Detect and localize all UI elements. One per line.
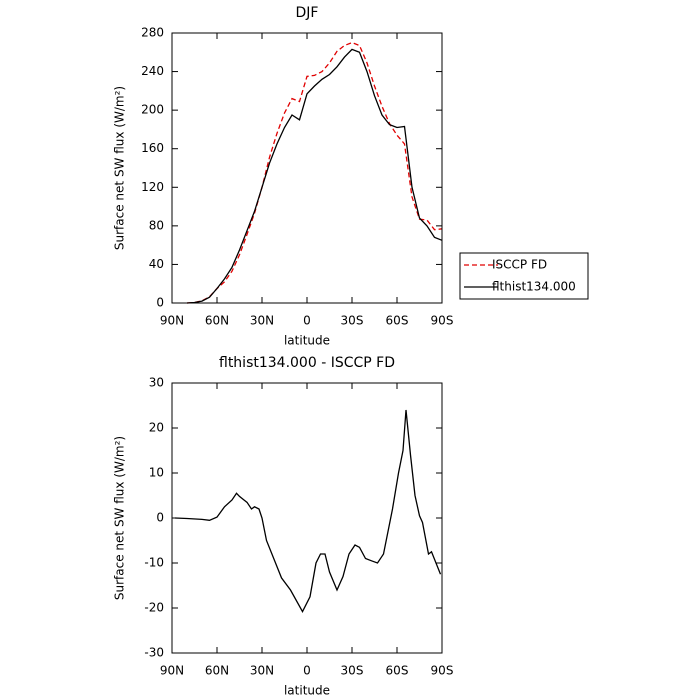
x-tick-label: 0 <box>303 664 311 678</box>
y-tick-label: 80 <box>149 218 164 232</box>
y-tick-label: 10 <box>149 466 164 480</box>
data-line <box>174 409 442 613</box>
data-line <box>186 48 443 304</box>
x-tick-label: 90S <box>431 314 454 328</box>
plot-frame <box>171 32 443 304</box>
y-tick-label: -30 <box>144 646 164 660</box>
x-tick-label: 60N <box>205 664 229 678</box>
x-tick-label: 60S <box>386 664 409 678</box>
y-tick-label: 120 <box>141 180 164 194</box>
x-tick-label: 30S <box>341 664 364 678</box>
y-tick-label: 30 <box>149 376 164 390</box>
x-axis-label: latitude <box>284 684 330 698</box>
data-line <box>186 41 443 304</box>
y-axis-label: Surface net SW flux (W/m²) <box>113 436 127 600</box>
x-tick-label: 0 <box>303 314 311 328</box>
chart-title: DJF <box>296 5 319 21</box>
x-tick-label: 30N <box>250 314 274 328</box>
x-tick-label: 60N <box>205 314 229 328</box>
y-tick-label: 280 <box>141 26 164 40</box>
y-tick-label: 20 <box>149 421 164 435</box>
y-tick-label: 0 <box>156 296 164 310</box>
y-axis-label: Surface net SW flux (W/m²) <box>113 86 127 250</box>
x-tick-label: 60S <box>386 314 409 328</box>
legend-label: ISCCP FD <box>492 258 547 272</box>
legend-label: flthist134.000 <box>492 280 576 294</box>
legend-box <box>459 252 589 300</box>
x-tick-label: 30S <box>341 314 364 328</box>
y-tick-label: -20 <box>144 601 164 615</box>
chart-title: flthist134.000 - ISCCP FD <box>219 355 395 371</box>
y-tick-label: 40 <box>149 257 164 271</box>
x-tick-label: 90N <box>160 664 184 678</box>
y-tick-label: -10 <box>144 556 164 570</box>
y-tick-label: 240 <box>141 64 164 78</box>
y-tick-label: 200 <box>141 103 164 117</box>
x-tick-label: 30N <box>250 664 274 678</box>
y-tick-label: 0 <box>156 511 164 525</box>
x-axis-label: latitude <box>284 334 330 348</box>
plot-frame <box>171 382 443 654</box>
x-tick-label: 90S <box>431 664 454 678</box>
y-tick-label: 160 <box>141 141 164 155</box>
x-tick-label: 90N <box>160 314 184 328</box>
